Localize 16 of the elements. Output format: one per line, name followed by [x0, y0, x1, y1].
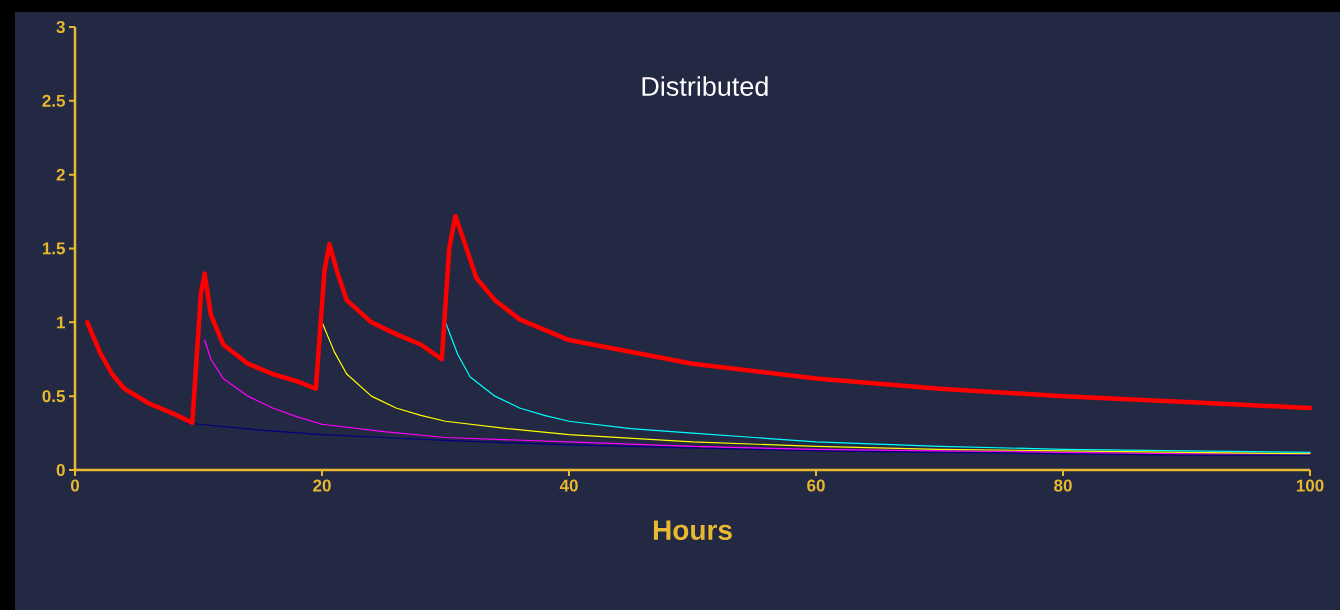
- x-tick-label: 0: [70, 479, 80, 492]
- y-tick-label: 0.5: [42, 390, 65, 403]
- y-tick-label: 1: [57, 316, 65, 329]
- x-tick-label: 60: [807, 479, 825, 492]
- x-axis-title: Hours: [653, 520, 732, 540]
- text: Distributed: [642, 76, 768, 96]
- y-tick-label: 2.5: [42, 94, 65, 107]
- y-tick-label: 3: [56, 20, 65, 34]
- x-tick-label: 20: [313, 479, 331, 492]
- line-series: [185, 422, 1311, 456]
- y-tick-label: 0: [56, 463, 65, 477]
- y-tick-label: 2: [56, 168, 65, 181]
- y-tick-label: 1.5: [42, 242, 65, 255]
- x-tick-label: 100: [1296, 479, 1324, 492]
- x-tick-label: 40: [559, 479, 578, 492]
- x-tick-label: 80: [1054, 479, 1072, 492]
